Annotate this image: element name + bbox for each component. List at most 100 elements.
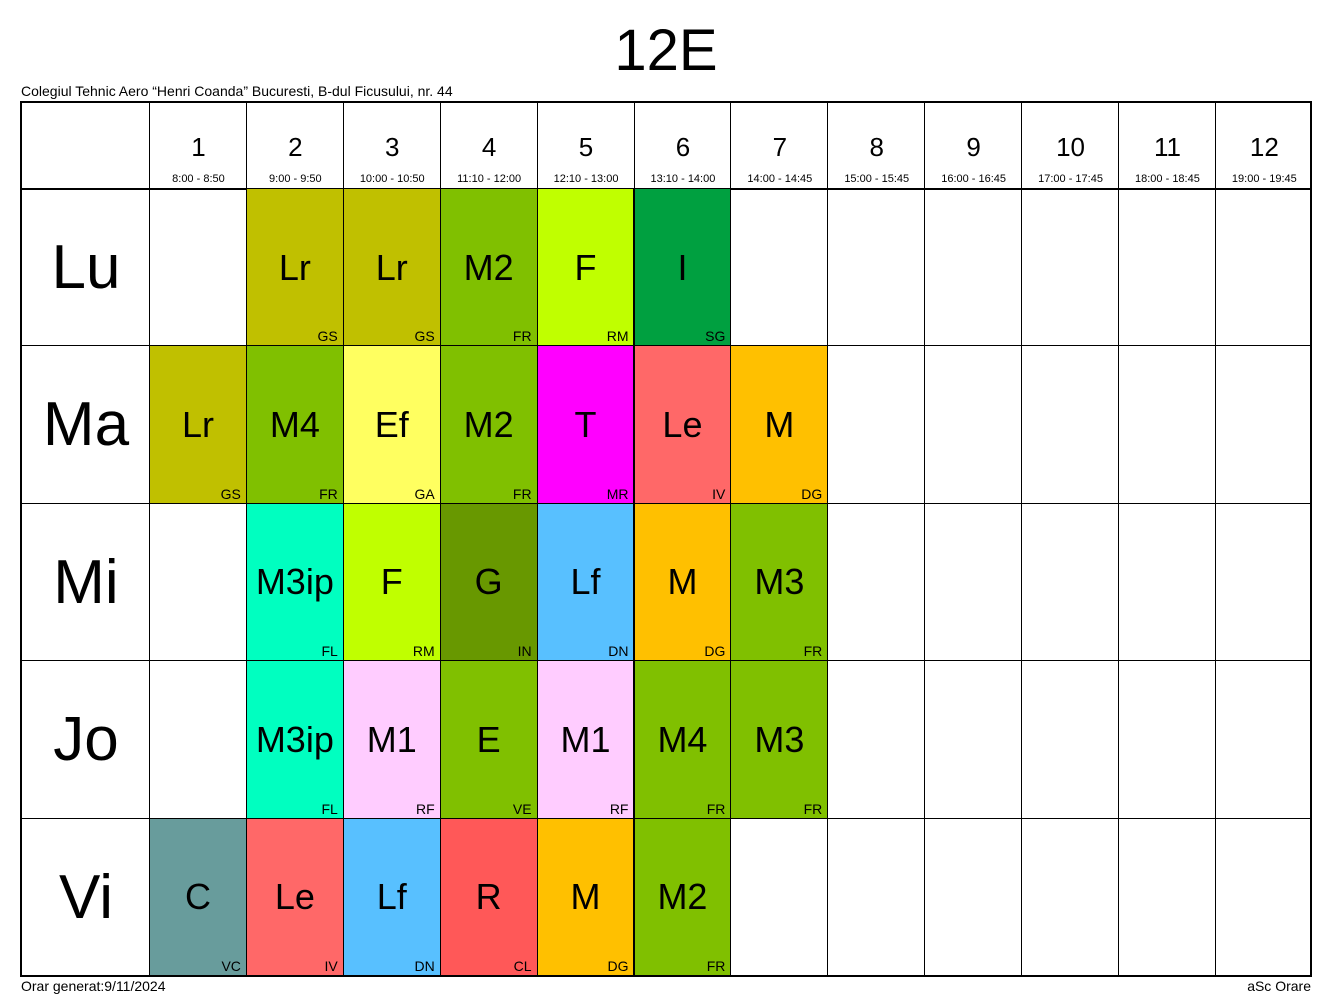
lesson-cell: M3ip FL (245, 502, 344, 662)
lesson-teacher: RM (606, 328, 629, 345)
grid-column-divider (924, 103, 926, 975)
lesson-teacher: VE (512, 800, 532, 817)
lesson-subject: Lr (278, 246, 311, 288)
period-time: 18:00 - 18:45 (1135, 173, 1200, 185)
period-time: 17:00 - 17:45 (1038, 173, 1103, 185)
lesson-cell: C VC (149, 817, 247, 976)
period-header: 8 15:00 - 15:45 (828, 103, 925, 189)
lesson-cell: M DG (730, 345, 829, 504)
lesson-cell: Le IV (633, 345, 732, 504)
grid-column-divider (1118, 103, 1119, 975)
grid-column-divider (1214, 103, 1216, 975)
period-number: 5 (578, 132, 594, 162)
timetable-title: 12E (614, 18, 718, 83)
period-time: 15:00 - 15:45 (844, 173, 910, 185)
lesson-subject: F (380, 561, 403, 603)
lesson-subject: E (476, 718, 501, 760)
period-time: 19:00 - 19:45 (1231, 173, 1297, 185)
lesson-cell: Lr GS (245, 188, 344, 347)
lesson-subject: C (184, 876, 211, 918)
grid-column-divider (149, 103, 150, 975)
period-number: 11 (1153, 132, 1181, 162)
lesson-teacher: FR (803, 643, 823, 660)
lesson-subject: M3 (754, 561, 805, 603)
lesson-teacher: FR (706, 957, 726, 974)
lesson-cell: M2 FR (439, 345, 538, 504)
period-number: 6 (675, 132, 691, 162)
lesson-subject: R (475, 876, 502, 918)
lesson-subject: Lr (375, 246, 408, 288)
lesson-cell: Ef GA (342, 345, 441, 504)
lesson-teacher: SG (705, 328, 726, 345)
period-header: 10 17:00 - 17:45 (1022, 103, 1119, 189)
period-time: 10:00 - 10:50 (359, 173, 425, 185)
lesson-teacher: DG (607, 957, 629, 974)
period-header: 2 9:00 - 9:50 (247, 103, 344, 189)
lesson-cell: M3ip FL (245, 660, 344, 819)
period-number: 2 (288, 132, 303, 162)
lesson-teacher: GS (317, 328, 338, 345)
period-header: 4 11:10 - 12:00 (441, 103, 538, 189)
lesson-teacher: FR (706, 800, 726, 817)
lesson-cell: M DG (633, 502, 732, 662)
lesson-teacher: GA (414, 485, 435, 502)
lesson-cell: Lf DN (342, 817, 441, 976)
lesson-cell: M1 RF (342, 660, 441, 819)
lesson-subject: M2 (657, 876, 708, 918)
period-time: 9:00 - 9:50 (269, 173, 322, 185)
period-header: 11 18:00 - 18:45 (1119, 103, 1216, 189)
period-header: 7 14:00 - 14:45 (731, 103, 828, 189)
lesson-teacher: GS (220, 485, 241, 502)
lesson-subject: T (574, 404, 597, 446)
lesson-teacher: MR (606, 485, 629, 502)
lesson-cell: E VE (439, 660, 538, 819)
period-number: 1 (191, 132, 206, 162)
lesson-cell: Lr GS (342, 188, 441, 347)
lesson-teacher: FL (321, 800, 338, 817)
period-time: 13:10 - 14:00 (650, 173, 716, 185)
period-header: 1 8:00 - 8:50 (150, 103, 247, 189)
lesson-subject: M3ip (255, 718, 334, 760)
lesson-cell: M DG (536, 817, 635, 976)
lesson-cell: Lr GS (149, 345, 247, 504)
lesson-subject: M4 (657, 718, 708, 760)
lesson-cell: Lf DN (536, 502, 635, 662)
timetable-grid: 1 8:00 - 8:50 2 9:00 - 9:50 3 10:00 - 10:50 4 1… (20, 101, 1312, 977)
period-time: 11:10 - 12:00 (457, 173, 522, 185)
lesson-cell: I SG (633, 188, 732, 347)
lesson-subject: Lr (181, 404, 214, 446)
day-label: Vi (58, 862, 113, 932)
lesson-subject: Lf (376, 876, 407, 918)
period-header: 5 12:10 - 13:00 (538, 103, 635, 189)
lesson-teacher: DG (704, 643, 726, 660)
lesson-teacher: FR (512, 485, 532, 502)
lesson-cell: G IN (439, 502, 538, 662)
period-number: 4 (481, 132, 497, 162)
lesson-teacher: FL (321, 643, 338, 660)
period-time: 8:00 - 8:50 (172, 173, 225, 185)
lesson-teacher: FR (512, 328, 532, 345)
lesson-teacher: CL (513, 957, 532, 974)
lesson-cell: T MR (536, 345, 635, 504)
lesson-subject: Lf (570, 561, 601, 603)
lesson-teacher: IV (712, 485, 726, 502)
lesson-subject: M4 (269, 404, 320, 446)
lesson-teacher: IN (517, 643, 532, 660)
school-name: Colegiul Tehnic Aero “Henri Coanda” Bucu… (21, 83, 453, 99)
lesson-subject: F (574, 246, 597, 288)
lesson-teacher: FR (803, 800, 823, 817)
lesson-teacher: IV (324, 957, 338, 974)
lesson-cell: M3 FR (730, 660, 829, 819)
lesson-subject: M3 (754, 718, 805, 760)
lesson-cell: Le IV (245, 817, 344, 976)
lesson-cell: M2 FR (633, 817, 732, 976)
lesson-subject: Le (274, 876, 315, 918)
lesson-teacher: VC (221, 957, 241, 974)
period-time: 14:00 - 14:45 (747, 173, 813, 185)
period-header: 9 16:00 - 16:45 (925, 103, 1022, 189)
lesson-teacher: GS (414, 328, 435, 345)
lesson-subject: I (677, 246, 688, 288)
lesson-subject: M2 (463, 246, 514, 288)
lesson-cell: M2 FR (439, 188, 538, 347)
period-number: 7 (772, 132, 788, 162)
